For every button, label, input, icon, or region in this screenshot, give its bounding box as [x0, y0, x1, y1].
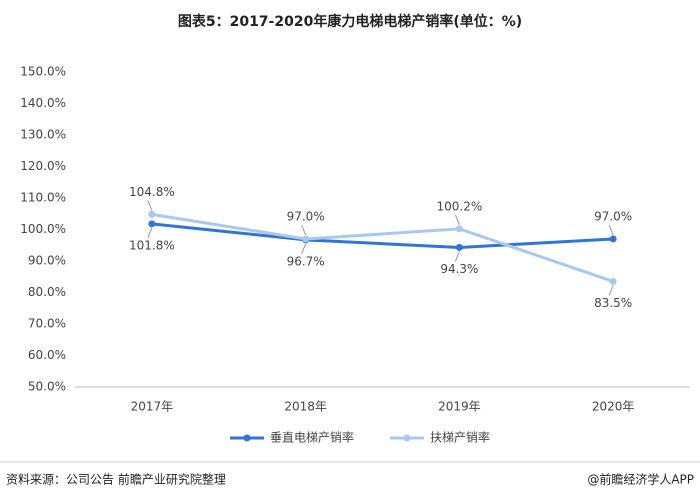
data-label: 97.0%: [594, 209, 632, 223]
x-tick-label: 2017年: [131, 400, 174, 414]
y-tick-label: 140.0%: [20, 96, 66, 110]
data-label: 97.0%: [287, 209, 325, 223]
label-leader: [454, 214, 460, 226]
data-label: 94.3%: [440, 262, 478, 276]
legend-marker: [243, 434, 251, 442]
series-line: [151, 222, 614, 249]
label-leader: [147, 227, 153, 239]
data-label: 96.7%: [287, 254, 325, 268]
data-label: 83.5%: [594, 296, 632, 310]
label-leader: [301, 243, 307, 255]
legend-label: 扶梯产销率: [430, 430, 490, 445]
x-tick-label: 2018年: [284, 400, 327, 414]
y-tick-label: 130.0%: [20, 128, 66, 142]
y-tick-label: 90.0%: [28, 254, 66, 268]
x-tick-label: 2020年: [592, 400, 635, 414]
data-point: [302, 235, 310, 243]
y-tick-label: 120.0%: [20, 159, 66, 173]
label-leader: [608, 285, 614, 296]
data-point: [455, 243, 463, 251]
y-tick-label: 150.0%: [20, 65, 66, 79]
y-tick-label: 110.0%: [20, 191, 66, 205]
y-tick-label: 50.0%: [28, 380, 66, 394]
y-tick-label: 80.0%: [28, 285, 66, 299]
legend-marker: [403, 434, 411, 442]
data-point: [609, 277, 617, 285]
data-label: 101.8%: [129, 238, 175, 252]
data-point: [455, 225, 463, 233]
data-point: [148, 220, 156, 228]
legend-label: 垂直电梯产销率: [270, 430, 354, 445]
data-point: [148, 210, 156, 218]
label-leader: [301, 224, 307, 236]
chart-title: 图表5：2017-2020年康力电梯电梯产销率(单位：%): [178, 13, 522, 30]
label-leader: [608, 224, 614, 236]
source: 资料来源：公司公告 前瞻产业研究院整理: [6, 472, 226, 487]
label-leader: [454, 251, 460, 262]
data-label: 100.2%: [436, 199, 482, 213]
data-label: 104.8%: [129, 185, 175, 199]
label-leader: [147, 200, 153, 211]
data-point: [609, 235, 617, 243]
x-tick-label: 2019年: [438, 400, 481, 414]
y-tick-label: 100.0%: [20, 222, 66, 236]
credit: @前瞻经济学人APP: [587, 472, 694, 487]
y-tick-label: 60.0%: [28, 348, 66, 362]
y-tick-label: 70.0%: [28, 317, 66, 331]
series-line: [151, 212, 614, 283]
